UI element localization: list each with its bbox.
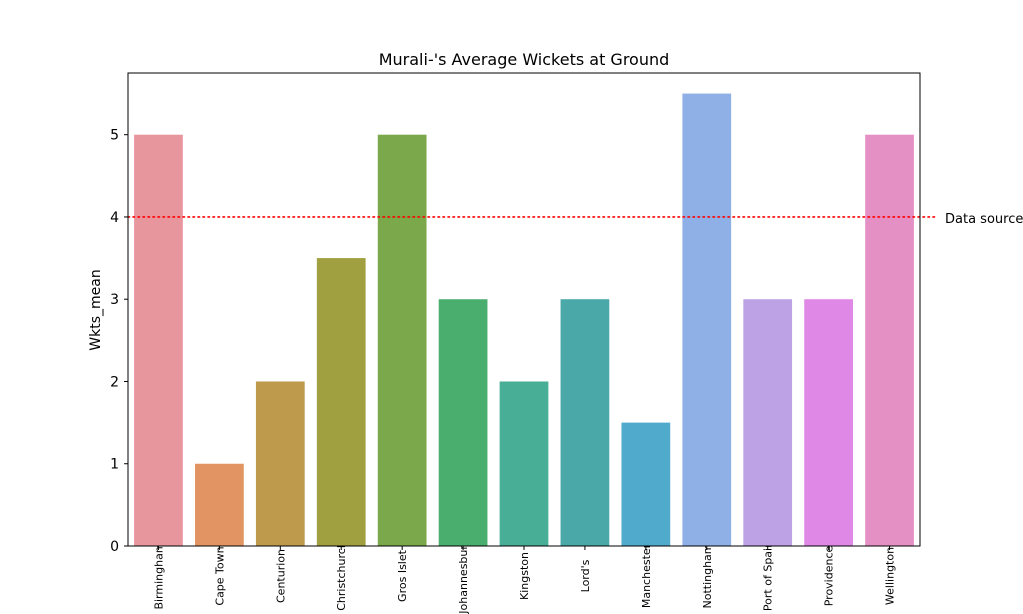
bar-providence [804,299,853,546]
bar-port-of-spain [743,299,793,546]
x-tick-label: Christchurch [335,541,348,611]
data-source-annotation: Data source [945,212,1023,227]
x-tick-label: Kingston [518,552,531,600]
y-tick-label: 0 [110,539,119,555]
y-tick-label: 5 [110,128,119,144]
x-tick-label: Birmingham [152,542,165,609]
bar-wellington [865,134,914,546]
y-tick-label: 3 [110,292,119,308]
bar-manchester [621,422,671,546]
x-tick-label: Centurion [274,549,287,603]
bar-lord-s [560,299,610,546]
y-axis-label: Wkts_mean [88,269,104,350]
bar-nottingham [682,93,732,546]
chart-title: Murali-'s Average Wickets at Ground [379,50,670,69]
x-tick-label: Port of Spain [762,541,775,611]
x-tick-label: Providence [823,545,836,606]
bar-centurion [255,381,305,546]
bar-gros-islet [377,134,427,546]
x-tick-label: Manchester [640,543,653,608]
y-tick-label: 4 [110,210,119,226]
x-tick-label: Gros Islet [396,549,409,602]
x-tick-label: Johannesburg [457,538,470,614]
bar-cape-town [195,463,244,546]
x-tick-label: Nottingham [701,543,714,608]
bar-birmingham [134,134,183,546]
bar-christchurch [316,258,366,546]
plot-frame [127,72,921,547]
bars-layer [134,93,914,546]
x-tick-label: Wellington [884,547,897,605]
x-axis-ticks: Birmingham Cape Town Centurion Christchurch… [152,538,897,614]
x-tick-label: Cape Town [213,546,226,605]
y-tick-label: 1 [110,457,119,473]
y-axis-ticks: 0 1 2 3 4 5 [110,128,128,555]
x-tick-label: Lord's [579,559,592,592]
y-tick-label: 2 [110,374,119,390]
bar-kingston [499,381,549,546]
bar-johannesburg [438,299,488,546]
